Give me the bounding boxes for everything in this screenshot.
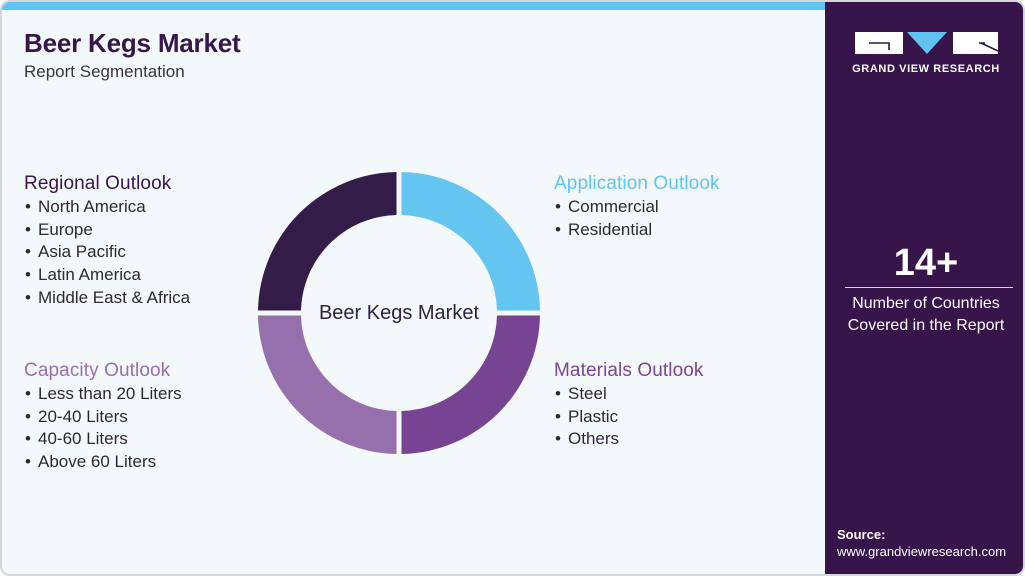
item-label: Plastic [568, 406, 619, 426]
page-title: Beer Kegs Market [24, 28, 241, 58]
list-item: • Residential [554, 219, 720, 242]
bullet-icon: • [555, 406, 561, 426]
bullet-icon: • [25, 197, 31, 216]
bullet-icon: • [555, 197, 561, 216]
bullet-icon: • [25, 287, 31, 307]
segment-title: Capacity Outlook [24, 360, 171, 381]
list-item: • 20-40 Liters [24, 406, 182, 429]
item-label: Asia Pacific [38, 242, 126, 262]
bullet-icon: • [555, 429, 561, 449]
bullet-icon: • [555, 384, 561, 403]
segment-regional: Regional Outlook • North America • Europe … [24, 172, 190, 310]
countries-stat-number: 14+ [893, 242, 959, 284]
side-panel: GRAND VIEW RESEARCH 14+ Number of Countr… [825, 2, 1023, 574]
page-subtitle: Report Segmentation [24, 62, 185, 81]
top-accent-bar [2, 2, 825, 10]
segment-list: • Less than 20 Liters • 20-40 Liters • 40-6… [24, 383, 182, 474]
list-item: • Steel [554, 383, 704, 406]
item-label: Others [568, 429, 620, 449]
list-item: • North America [24, 196, 190, 219]
bullet-icon: • [25, 384, 31, 403]
list-item: • Europe [24, 219, 190, 242]
item-label: 40-60 Liters [38, 429, 128, 449]
segment-application: Application Outlook • Commercial • Residen… [554, 172, 720, 241]
list-item: • Less than 20 Liters [24, 383, 182, 406]
item-label: Middle East & Africa [38, 287, 191, 307]
list-item: • Asia Pacific [24, 241, 190, 264]
brand-name: GRAND VIEW RESEARCH [852, 63, 1000, 75]
source-label: Source: [837, 527, 886, 542]
donut-quadrant-application [401, 172, 540, 311]
list-item: • Above 60 Liters [24, 451, 182, 474]
segment-materials: Materials Outlook • Steel • Plastic • Other… [554, 359, 704, 451]
item-label: Less than 20 Liters [38, 384, 182, 403]
item-label: Above 60 Liters [38, 452, 157, 472]
bullet-icon: • [25, 406, 31, 426]
segmentation-donut [258, 172, 540, 454]
segment-title: Materials Outlook [554, 360, 704, 381]
segment-title: Regional Outlook [24, 173, 172, 194]
item-label: Latin America [38, 265, 141, 285]
item-label: Residential [568, 219, 653, 239]
item-label: Europe [38, 219, 93, 239]
item-label: 20-40 Liters [38, 406, 128, 426]
item-label: Steel [568, 384, 607, 403]
list-item: • Middle East & Africa [24, 287, 190, 310]
grand-view-research-logo-icon [855, 32, 999, 54]
segment-capacity: Capacity Outlook • Less than 20 Liters • 2… [24, 359, 182, 474]
source-link[interactable]: www.grandviewresearch.com [837, 544, 1007, 559]
list-item: • Plastic [554, 406, 704, 429]
list-item: • Commercial [554, 196, 720, 219]
bullet-icon: • [25, 219, 31, 239]
bullet-icon: • [25, 452, 31, 472]
donut-quadrant-materials [401, 315, 540, 454]
donut-center-label: Beer Kegs Market [318, 302, 480, 324]
bullet-icon: • [25, 265, 31, 285]
list-item: • 40-60 Liters [24, 428, 182, 451]
list-item: • Latin America [24, 264, 190, 287]
segment-list: • Steel • Plastic • Others [554, 383, 704, 451]
list-item: • Others [554, 428, 704, 451]
countries-stat-caption: Number of Countries Covered in the Repor… [825, 293, 1023, 337]
bullet-icon: • [555, 219, 561, 239]
bullet-icon: • [25, 242, 31, 262]
bullet-icon: • [25, 429, 31, 449]
segment-list: • North America • Europe • Asia Pacific • La… [24, 196, 190, 310]
donut-quadrant-capacity [258, 315, 397, 454]
stat-divider [845, 287, 1013, 288]
caption-line-1: Number of Countries [852, 295, 1000, 312]
caption-line-2: Covered in the Report [847, 317, 1005, 334]
item-label: Commercial [568, 197, 659, 216]
segment-title: Application Outlook [554, 173, 720, 194]
segment-list: • Commercial • Residential [554, 196, 720, 241]
item-label: North America [38, 197, 146, 216]
donut-quadrant-regional [258, 172, 397, 311]
